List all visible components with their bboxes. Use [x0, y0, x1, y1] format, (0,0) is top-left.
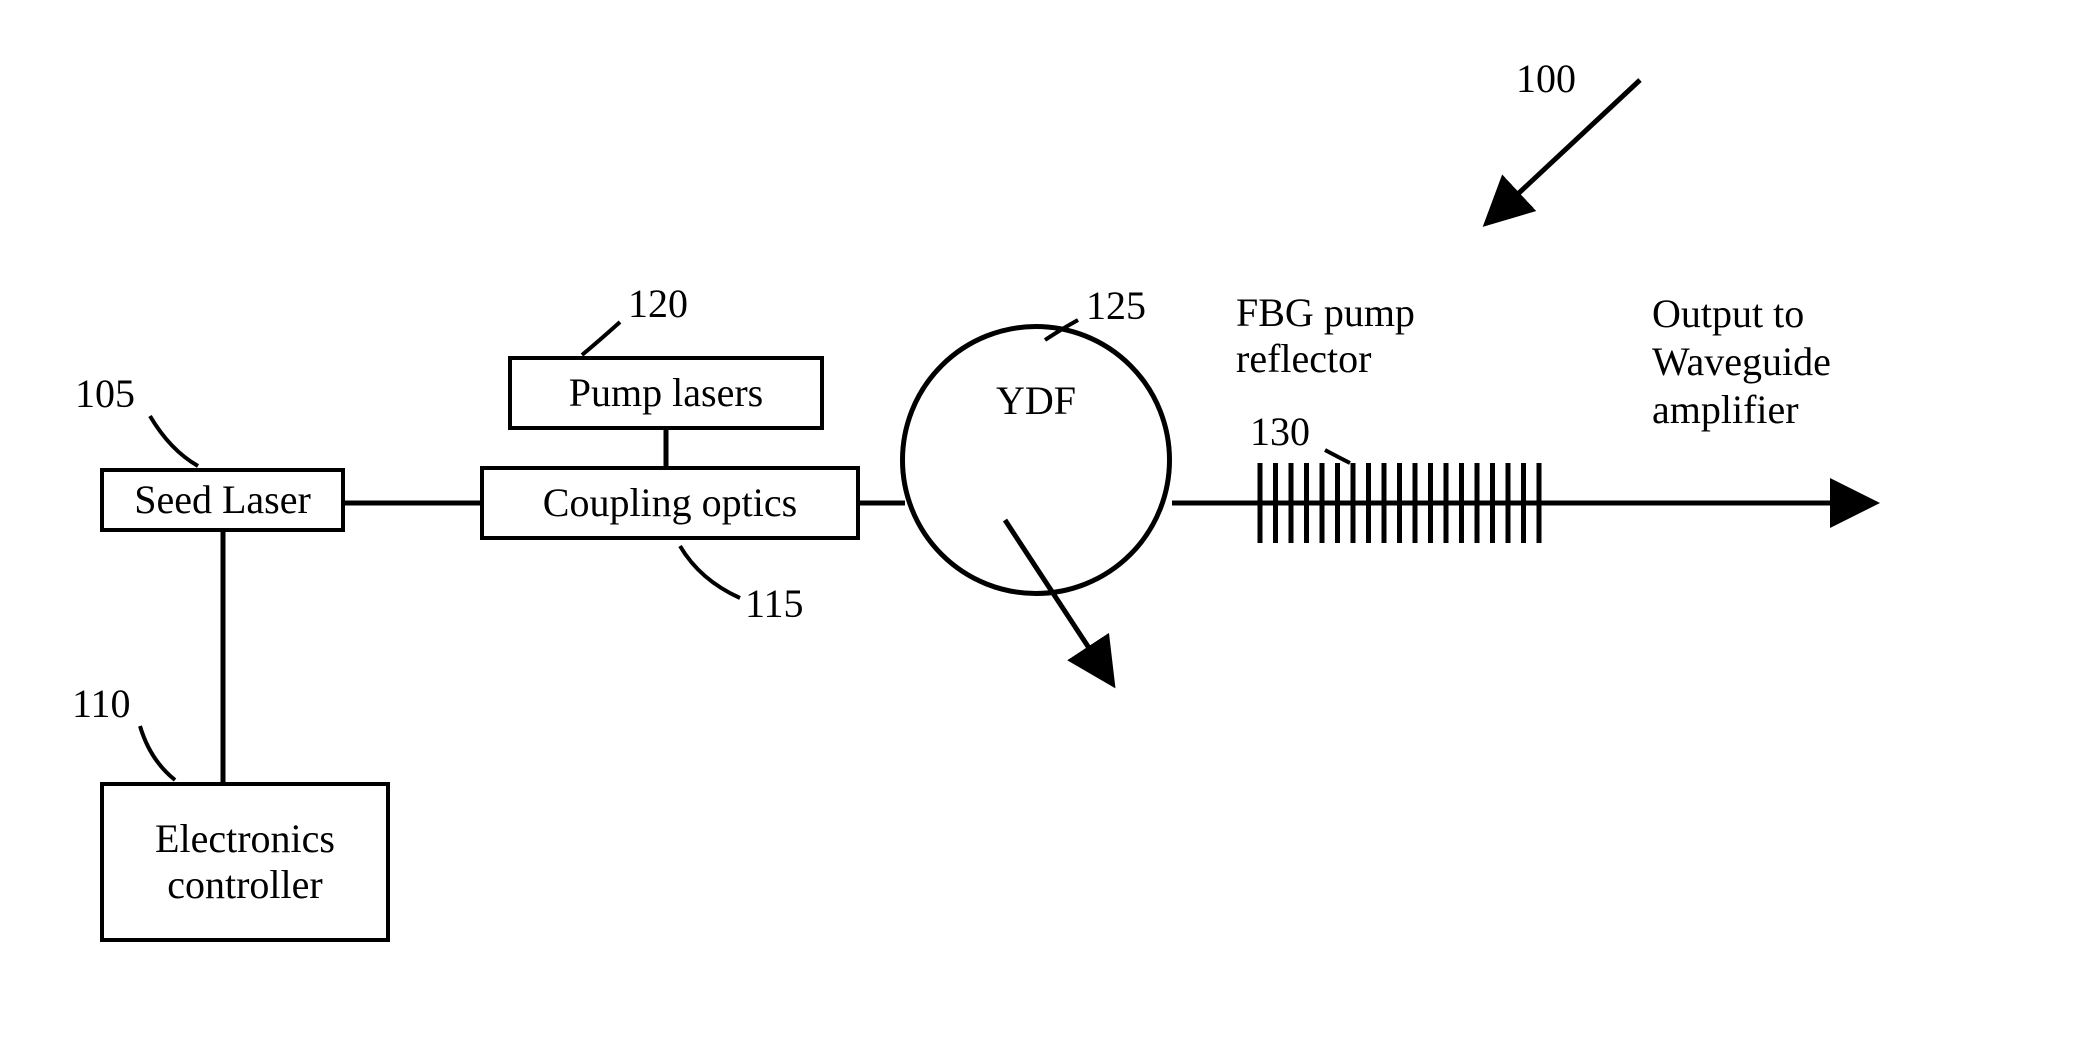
pump-lasers-label: Pump lasers [569, 370, 763, 416]
coupling-optics-label: Coupling optics [543, 480, 797, 526]
output-label: Output to Waveguide amplifier [1652, 290, 1831, 434]
fbg-grating [1260, 463, 1539, 543]
callout-115 [680, 546, 740, 598]
electronics-controller-box: Electronics controller [100, 782, 390, 942]
callout-120 [582, 322, 620, 355]
electronics-controller-label: Electronics controller [155, 816, 335, 908]
seed-laser-box: Seed Laser [100, 468, 345, 532]
fbg-label: FBG pump reflector [1236, 290, 1415, 382]
ref-105: 105 [75, 370, 135, 417]
coupling-optics-box: Coupling optics [480, 466, 860, 540]
callout-130 [1325, 450, 1350, 463]
ydf-circle: YDF [900, 324, 1172, 596]
ref-100: 100 [1516, 55, 1576, 102]
callout-105 [150, 416, 198, 466]
pump-lasers-box: Pump lasers [508, 356, 824, 430]
ref-115: 115 [745, 580, 804, 627]
ref-125: 125 [1086, 282, 1146, 329]
ref-120: 120 [628, 280, 688, 327]
ydf-label: YDF [996, 377, 1076, 424]
ref-130: 130 [1250, 408, 1310, 455]
callout-110 [140, 726, 175, 780]
ref-110: 110 [72, 680, 131, 727]
seed-laser-label: Seed Laser [134, 477, 311, 523]
